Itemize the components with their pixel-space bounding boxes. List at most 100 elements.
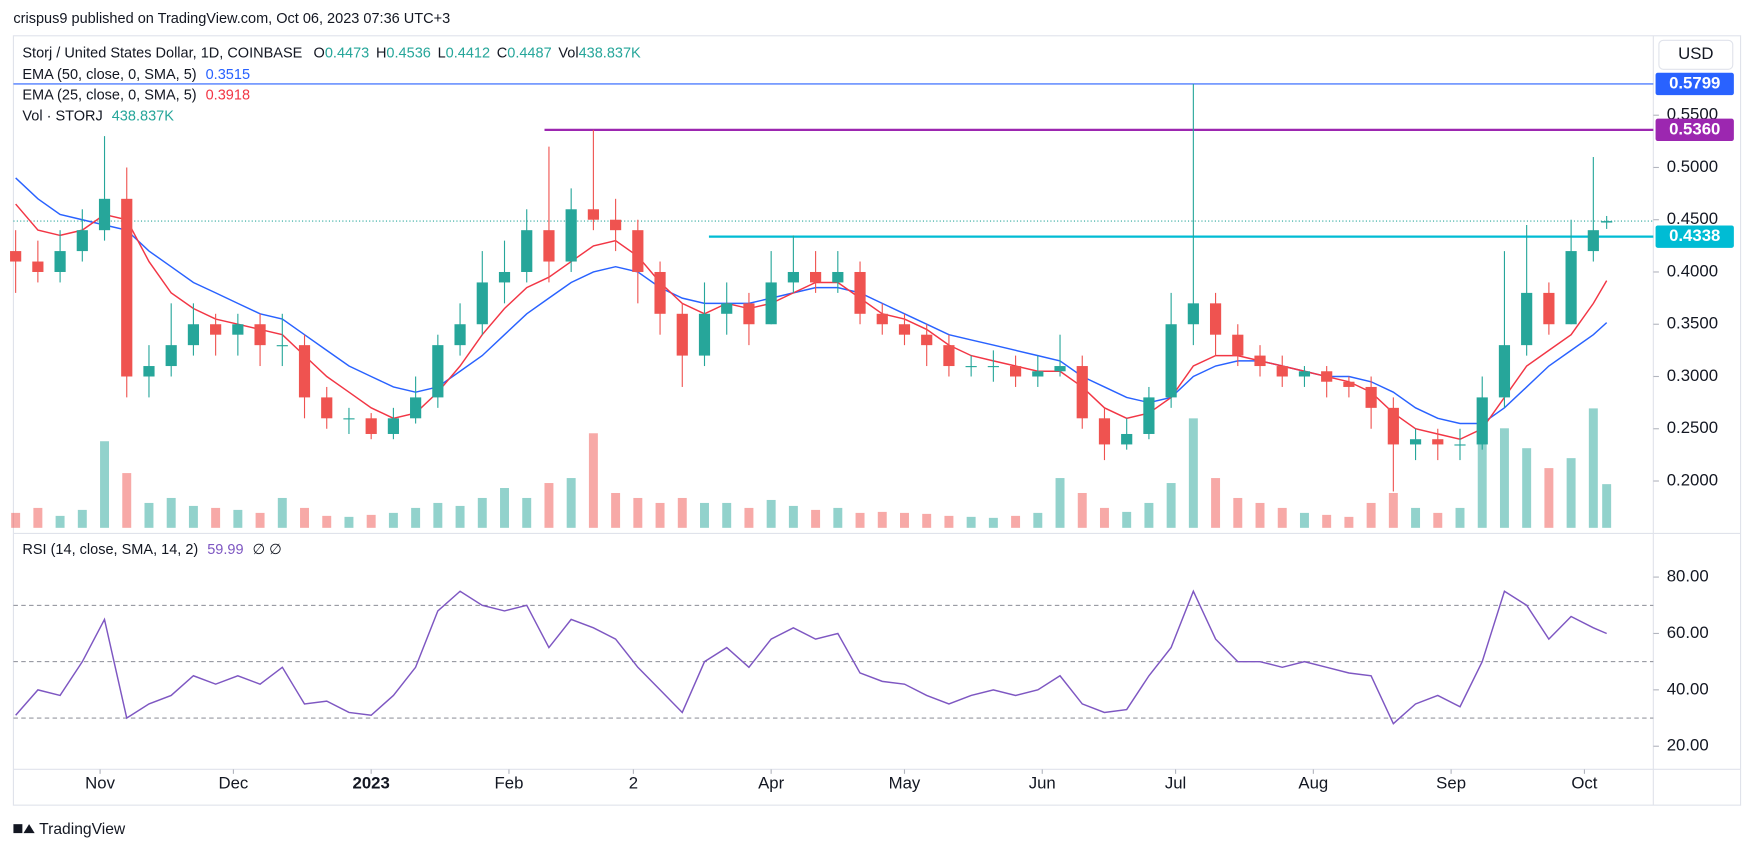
candle-body [54,251,66,272]
price-tick-label: 0.3000 [1667,366,1718,385]
candle-body [1187,303,1199,325]
price-label: 0.5799 [1669,73,1720,92]
volume-bar [1477,443,1487,528]
symbol-title: Storj / United States Dollar, 1D, COINBA… [22,46,302,62]
volume-bar [611,492,621,528]
volume-bar [1011,515,1021,528]
volume-bar [544,483,554,528]
time-tick-label: 2023 [353,773,390,792]
candle-body [1165,324,1177,398]
ema-name: EMA (50, close, 0, SMA, 5) [22,67,196,83]
currency-label[interactable]: USD [1678,44,1713,63]
candle-body [1521,292,1533,346]
rsi-name: RSI (14, close, SMA, 14, 2) [22,542,198,558]
volume-bar [1255,502,1265,528]
volume-bar [722,502,732,528]
candle-body [232,324,244,335]
candle-body [587,209,599,220]
candle-body [1254,355,1266,367]
time-tick-label: Feb [495,773,524,792]
candle-body [1454,444,1466,446]
candle-body [254,324,266,346]
candle-body [743,303,755,325]
volume-bar [166,497,176,528]
price-label: 0.5360 [1669,119,1720,138]
ohlc-value: 0.4487 [507,46,551,62]
price-tick-label: 0.2000 [1667,470,1718,489]
price-tick-label: 0.2500 [1667,418,1718,437]
volume-bar [566,478,576,528]
candle-body [610,219,622,231]
ohlc-value: 0.4412 [446,46,490,62]
candle-body [98,198,111,231]
footer-brand: TradingView [39,821,126,838]
ohlc-label: C [497,46,507,62]
currency-box[interactable] [1658,39,1734,70]
volume-bar [744,507,754,528]
rsi-line [15,589,1607,725]
volume-bar [1322,514,1332,528]
volume-bar [144,502,154,528]
volume-bar [522,497,532,528]
candle-body [432,345,444,398]
volume-bar [388,512,398,528]
candle-body [76,230,88,252]
volume-bar [811,509,821,528]
candle-body [1009,366,1022,377]
volume-bar [33,507,43,528]
candle-body [721,303,733,314]
legend-row: RSI (14, close, SMA, 14, 2) 59.99 ∅ ∅ [22,542,281,558]
volume-bar [433,502,443,528]
candle-body [698,313,711,356]
candle-body [10,251,22,262]
volume-bar [1433,512,1443,528]
ema-value: 0.3918 [206,87,250,103]
volume-bar [700,502,709,528]
volume-bar [1166,483,1176,528]
volume-bar [1566,458,1576,528]
candle-body [1432,439,1444,445]
candle-body [1143,397,1155,434]
candle-body [810,271,822,283]
volume-bar [1277,507,1287,528]
volume-bar [1211,478,1221,528]
volume-bar [900,512,909,528]
candle-body [1076,366,1088,419]
candle-body [343,418,355,420]
candle-body [1498,345,1511,398]
volume-bar [1602,484,1612,528]
legend-row: EMA (25, close, 0, SMA, 5) 0.3918 [22,87,250,103]
volume-bar [1233,497,1243,528]
candle-body [1209,303,1222,335]
time-tick-label: Aug [1298,773,1328,792]
price-label-box [1655,72,1734,96]
candle-body [943,345,955,367]
volume-bar [855,512,865,528]
candle-body [632,230,644,272]
candle-body [1121,433,1133,445]
candle-body [1276,366,1288,377]
volume-bar [233,509,243,528]
volume-bar [300,507,309,528]
time-tick-label: Jun [1029,773,1056,792]
candle-body [543,230,555,262]
volume-bar [122,473,132,528]
candle-body [1098,418,1111,445]
volume-bar [366,514,376,528]
candle-body [1054,366,1066,372]
volume-bar [1522,448,1532,528]
volume-bar [211,507,221,528]
candle-body [1409,439,1422,445]
candle-body [498,271,511,283]
candle-body [1601,221,1613,223]
rsi-tick-label: 20.00 [1667,736,1709,755]
candle-body [1343,381,1355,387]
volume-bar [1499,428,1509,528]
ohlc-value: 0.4473 [325,46,369,62]
volume-bar [1122,511,1132,528]
ema-name: EMA (25, close, 0, SMA, 5) [22,87,196,103]
volume-bar [500,488,509,528]
volume-bar [1344,516,1354,528]
